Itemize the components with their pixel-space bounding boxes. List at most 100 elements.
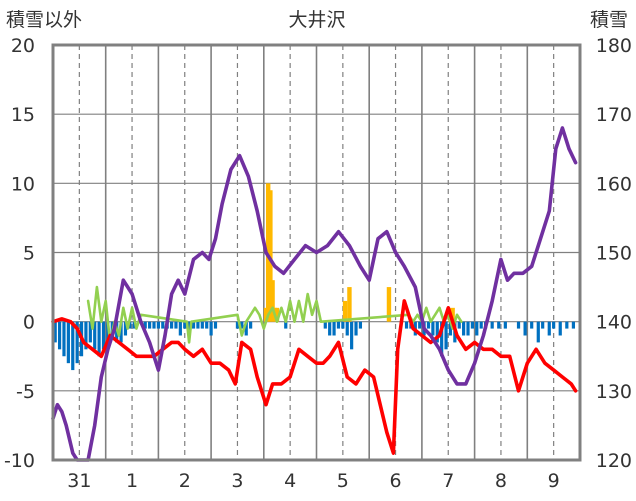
snow-change-bar — [435, 321, 439, 343]
snow-change-bar — [200, 321, 204, 329]
left-axis-ticks: 20 15 10 5 0 -5 -10 — [4, 35, 35, 472]
snow-change-bar — [466, 321, 470, 336]
x-tick-label: 8 — [495, 470, 507, 492]
left-tick-label: -10 — [4, 450, 35, 472]
snow-change-bar — [523, 321, 527, 336]
left-tick-label: 10 — [11, 173, 35, 195]
snow-change-bar — [57, 321, 62, 350]
precipitation-bar — [342, 300, 348, 322]
snow-change-bar — [541, 321, 545, 329]
x-tick-label: 7 — [442, 470, 454, 492]
snow-change-bar — [332, 321, 336, 336]
snow-depth-line — [51, 126, 578, 462]
snow-change-bar — [448, 321, 453, 336]
right-axis-label: 積雪 — [590, 9, 628, 31]
precipitation-bar — [268, 190, 273, 322]
snow-change-bar — [205, 321, 209, 329]
right-tick-label: 130 — [596, 381, 632, 403]
snow-change-bar — [240, 321, 244, 329]
x-tick-label: 1 — [126, 470, 138, 492]
snow-change-bar — [71, 321, 75, 371]
snow-change-bar — [503, 321, 507, 329]
x-tick-label: 5 — [337, 470, 349, 492]
temperature-line — [51, 299, 578, 455]
snow-change-bar — [75, 321, 79, 364]
plot-frame — [51, 43, 582, 462]
snow-change-bar — [191, 321, 196, 329]
right-tick-label: 160 — [596, 173, 632, 195]
left-tick-label: 15 — [11, 104, 35, 126]
snow-change-bar — [490, 321, 494, 329]
left-tick-label: -5 — [16, 381, 35, 403]
snow-change-bar — [209, 321, 213, 336]
snow-change-bar — [119, 321, 123, 343]
snow-change-bar — [62, 321, 66, 357]
snow-change-bar — [536, 321, 540, 343]
snow-change-bar — [132, 321, 136, 329]
snow-change-bar — [174, 321, 178, 329]
snow-change-bar — [235, 321, 240, 329]
left-tick-label: 20 — [11, 35, 35, 57]
snow-change-bar — [479, 321, 483, 329]
snow-change-bar — [470, 321, 475, 329]
right-tick-label: 140 — [596, 312, 632, 334]
snow-change-bar — [183, 321, 187, 329]
snow-change-bar — [152, 321, 156, 329]
right-axis-ticks: 180 170 160 150 140 130 120 — [596, 35, 632, 472]
precipitation-bar — [386, 287, 392, 322]
precipitation-bar — [270, 280, 275, 322]
snow-change-bar — [244, 321, 248, 336]
snow-change-bar — [516, 321, 521, 329]
precipitation-bar — [450, 307, 455, 322]
snow-change-bar — [249, 321, 253, 329]
left-axis-label: 積雪以外 — [6, 9, 82, 31]
snow-change-bar — [571, 321, 576, 329]
snow-change-bar — [558, 321, 562, 336]
snow-change-bar — [178, 321, 182, 336]
snow-change-bar — [350, 321, 354, 350]
temperature-line-group — [51, 299, 578, 455]
left-tick-label: 0 — [23, 312, 35, 334]
snow-change-bar — [426, 321, 431, 329]
snow-change-bar — [497, 321, 501, 329]
left-tick-label: 5 — [23, 243, 35, 265]
snow-change-bar — [187, 321, 191, 336]
snow-change-bar — [358, 321, 363, 329]
snow-change-bar — [530, 321, 534, 329]
precipitation-bar — [274, 307, 280, 322]
x-tick-label: 6 — [390, 470, 402, 492]
snow-change-bar — [161, 321, 165, 329]
snow-change-bar — [341, 321, 345, 329]
snow-change-bar — [354, 321, 358, 336]
right-tick-label: 150 — [596, 243, 632, 265]
snow-change-bar — [148, 321, 152, 329]
snow-change-bar — [101, 321, 106, 350]
snow-change-bar — [284, 321, 288, 329]
x-tick-label: 4 — [284, 470, 296, 492]
snow-change-bar — [547, 321, 551, 336]
x-tick-label: 9 — [548, 470, 560, 492]
snow-change-bar — [552, 321, 556, 329]
snow-change-bar — [404, 321, 409, 329]
snow-change-bar — [196, 321, 200, 329]
x-tick-label: 3 — [231, 470, 243, 492]
sunshine-line-group — [86, 285, 463, 344]
precipitation-bar — [347, 287, 352, 322]
snow-change-bar — [345, 321, 349, 336]
snow-change-bar — [444, 321, 448, 350]
snow-change-bar — [93, 321, 97, 350]
right-tick-label: 120 — [596, 450, 632, 472]
snow-change-bar — [213, 321, 218, 329]
x-tick-label: 2 — [179, 470, 191, 492]
right-tick-label: 180 — [596, 35, 632, 57]
chart-title: 大井沢 — [288, 9, 345, 31]
snow-change-bar — [84, 321, 88, 350]
snow-change-bar — [156, 321, 160, 329]
snow-change-bar — [88, 321, 92, 343]
snow-change-bar — [336, 321, 341, 329]
sunshine-line — [86, 285, 463, 344]
snow-change-bar — [328, 321, 332, 336]
snow-depth-line-group — [51, 126, 578, 462]
snow-change-bar — [440, 321, 444, 357]
snow-change-bar — [323, 321, 327, 329]
